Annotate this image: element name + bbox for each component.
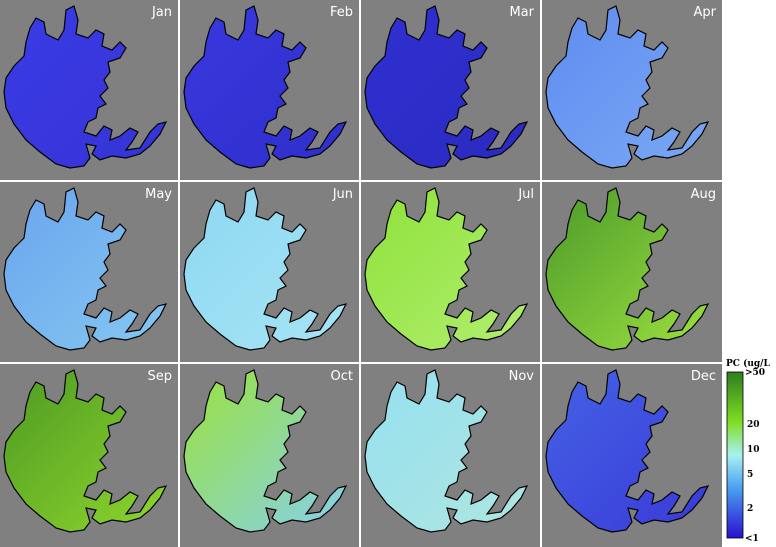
panel-grid: Jan Feb Mar Apr May Jun Jul Aug Sep Oct Nov Dec (0, 0, 722, 547)
colorbar: PC (ug/L >50 20 10 5 2 <1 (726, 358, 770, 544)
map-panel: Nov (361, 364, 540, 547)
colorbar-label: >50 (745, 368, 765, 378)
month-label: Sep (147, 369, 172, 384)
map-panel: May (0, 182, 178, 362)
colorbar-label: 2 (747, 504, 753, 514)
month-label: Feb (330, 5, 353, 20)
month-label: Apr (694, 5, 717, 20)
month-label: Dec (691, 369, 716, 384)
colorbar-label: 10 (747, 445, 760, 455)
month-label: Jan (151, 5, 172, 20)
map-panel: Oct (180, 364, 359, 547)
map-panel: Apr (542, 0, 722, 180)
map-panel: Jul (361, 182, 540, 362)
colorbar-title: PC (ug/L (726, 358, 770, 369)
month-label: Jul (517, 187, 534, 202)
colorbar-label: 5 (747, 470, 753, 480)
month-label: May (145, 187, 172, 202)
map-panel: Jun (180, 182, 359, 362)
month-label: Oct (331, 369, 353, 384)
map-panel: Dec (542, 364, 722, 547)
map-panel: Aug (542, 182, 722, 362)
month-label: Aug (691, 187, 716, 202)
colorbar-ramp (726, 371, 744, 539)
month-label: Jun (332, 187, 353, 202)
map-panel: Sep (0, 364, 178, 547)
map-panel: Mar (361, 0, 540, 180)
map-panel: Jan (0, 0, 178, 180)
colorbar-label: <1 (745, 534, 759, 544)
colorbar-label: 20 (747, 420, 760, 430)
month-label: Mar (509, 5, 534, 20)
month-label: Nov (509, 369, 535, 384)
map-panel: Feb (180, 0, 359, 180)
